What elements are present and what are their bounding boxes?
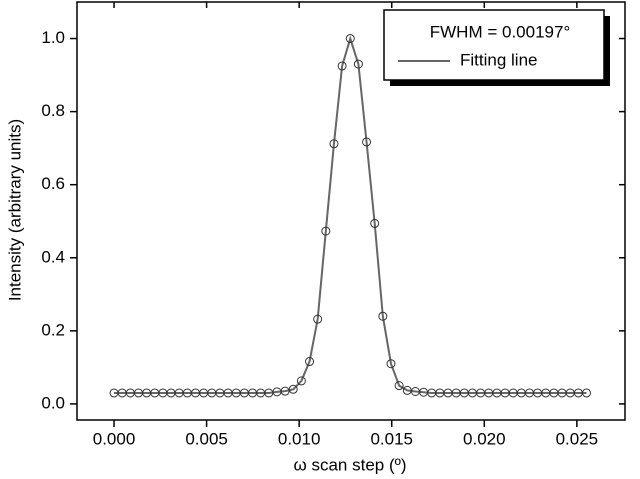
data-point [329, 139, 339, 149]
legend-label: Fitting line [460, 50, 537, 69]
data-point [581, 388, 591, 398]
fit-line [114, 35, 587, 394]
data-point [394, 381, 404, 391]
y-tick-label: 0.6 [41, 174, 65, 193]
plot-frame [76, 1, 626, 421]
data-point [337, 61, 347, 71]
data-point [280, 386, 290, 396]
data-point [353, 59, 363, 69]
x-tick-label: 0.010 [278, 429, 321, 448]
y-tick-label: 0.8 [41, 101, 65, 120]
x-axis-title: ω scan step (º) [293, 455, 406, 474]
x-tick-label: 0.000 [93, 429, 136, 448]
y-tick-label: 0.0 [41, 393, 65, 412]
data-point [386, 359, 396, 369]
data-point [288, 384, 298, 394]
y-axis-title: Intensity (arbitrary units) [5, 119, 24, 301]
data-point [321, 226, 331, 236]
x-tick-label: 0.005 [185, 429, 228, 448]
data-point [378, 311, 388, 321]
data-point [296, 376, 306, 386]
legend-box [383, 9, 605, 81]
x-tick-label: 0.020 [463, 429, 506, 448]
x-tick-label: 0.015 [370, 429, 413, 448]
x-tick-label: 0.025 [556, 429, 599, 448]
data-point [305, 357, 315, 367]
y-tick-label: 0.4 [41, 247, 65, 266]
y-tick-label: 1.0 [41, 28, 65, 47]
data-point [370, 218, 380, 228]
data-point [345, 34, 355, 44]
y-tick-label: 0.2 [41, 320, 65, 339]
data-point [313, 314, 323, 324]
data-point [362, 137, 372, 147]
legend-annotation: FWHM = 0.00197° [430, 22, 571, 41]
